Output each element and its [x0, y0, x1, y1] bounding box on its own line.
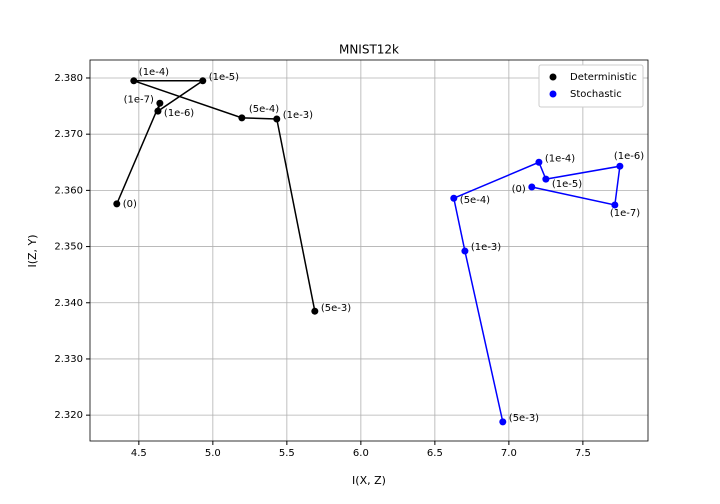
point	[616, 162, 624, 170]
y-tick-label: 2.350	[54, 242, 83, 253]
point-label: (5e-4)	[249, 104, 279, 115]
y-tick-label: 2.320	[54, 410, 83, 421]
point	[156, 99, 164, 107]
legend-box	[538, 64, 644, 108]
point	[535, 158, 543, 166]
point	[273, 115, 281, 123]
point	[528, 183, 536, 191]
point	[199, 77, 207, 85]
point-label: (1e-3)	[471, 242, 501, 253]
legend-label: Deterministic	[570, 72, 637, 83]
point-label: (1e-7)	[124, 94, 154, 105]
x-tick-label: 5.0	[205, 448, 221, 459]
point-label: (1e-7)	[610, 208, 640, 219]
point-label: (1e-3)	[283, 110, 313, 121]
x-axis-label: I(X, Z)	[352, 474, 386, 487]
point	[154, 107, 162, 115]
point	[611, 201, 619, 209]
legend-label: Stochastic	[570, 89, 622, 100]
point	[499, 418, 507, 426]
point	[542, 175, 550, 183]
point	[461, 247, 469, 255]
x-tick-label: 7.5	[575, 448, 591, 459]
point-label: (1e-6)	[614, 151, 644, 162]
legend-marker	[549, 90, 557, 98]
point	[130, 77, 138, 85]
point-label: (1e-4)	[139, 67, 169, 78]
point	[113, 200, 121, 208]
point-label: (0)	[512, 184, 526, 195]
x-tick-label: 5.5	[279, 448, 295, 459]
x-tick-label: 6.5	[427, 448, 443, 459]
point	[450, 194, 458, 202]
point-label: (5e-4)	[460, 195, 490, 206]
point-label: (0)	[123, 199, 137, 210]
y-tick-label: 2.360	[54, 185, 83, 196]
y-tick-label: 2.370	[54, 129, 83, 140]
point-label: (1e-5)	[552, 179, 582, 190]
chart-title: MNIST12k	[339, 43, 399, 57]
series-line	[452, 161, 621, 423]
x-tick-label: 4.5	[131, 448, 147, 459]
legend-marker	[549, 73, 557, 81]
point-label: (1e-5)	[209, 72, 239, 83]
x-tick-label: 7.0	[501, 448, 517, 459]
plot-frame	[89, 59, 649, 442]
y-tick-label: 2.340	[54, 298, 83, 309]
point-label: (1e-6)	[164, 108, 194, 119]
x-tick-label: 6.0	[353, 448, 369, 459]
y-tick-label: 2.330	[54, 354, 83, 365]
point-label: (5e-3)	[509, 413, 539, 424]
point	[238, 114, 246, 122]
point-label: (5e-3)	[321, 303, 351, 314]
y-axis-label: I(Z, Y)	[26, 234, 39, 267]
point	[311, 307, 319, 315]
point-label: (1e-4)	[545, 153, 575, 164]
y-tick-label: 2.380	[54, 73, 83, 84]
